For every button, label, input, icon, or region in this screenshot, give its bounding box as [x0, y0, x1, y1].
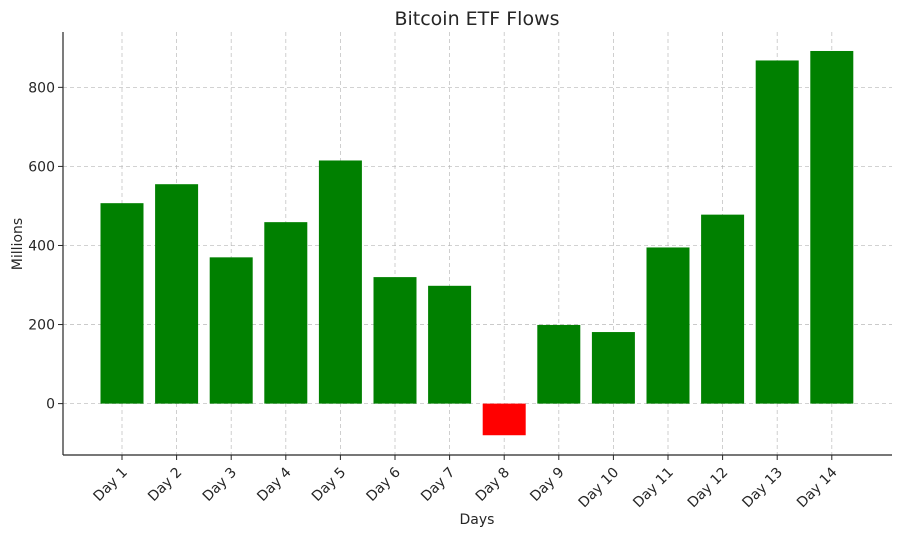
- bar: [155, 184, 199, 404]
- x-axis-label: Days: [460, 512, 495, 528]
- bar: [591, 332, 635, 404]
- bar: [482, 403, 526, 436]
- y-tick-label: 600: [28, 159, 55, 175]
- x-tick-label: Day 9: [527, 465, 567, 505]
- x-tick-label: Day 2: [145, 465, 185, 505]
- y-axis-ticks: 0 200 400 600 800: [28, 80, 63, 413]
- y-tick-label: 400: [28, 238, 55, 254]
- bar: [209, 257, 253, 404]
- bars: [100, 50, 854, 436]
- bar: [373, 277, 417, 404]
- y-axis-label: Millions: [10, 218, 26, 270]
- bar: [537, 324, 581, 404]
- x-tick-label: Day 10: [576, 465, 623, 512]
- x-axis-ticks: Day 1 Day 2 Day 3 Day 4 Day 5 Day 6 Day 7 Day 8…: [91, 455, 841, 511]
- y-tick-label: 200: [28, 318, 55, 334]
- x-tick-label: Day 4: [254, 464, 294, 504]
- x-tick-label: Day 3: [200, 465, 240, 505]
- bar: [646, 247, 690, 404]
- x-tick-label: Day 6: [364, 464, 404, 504]
- x-tick-label: Day 1: [91, 465, 131, 505]
- bar: [100, 203, 144, 404]
- y-tick-label: 800: [28, 80, 55, 96]
- x-tick-label: Day 11: [630, 465, 677, 512]
- x-tick-label: Day 5: [309, 465, 349, 505]
- x-tick-label: Day 13: [739, 465, 786, 512]
- chart-title: Bitcoin ETF Flows: [394, 8, 559, 30]
- x-tick-label: Day 14: [794, 464, 841, 511]
- bar: [318, 160, 362, 404]
- bar: [264, 222, 308, 404]
- x-tick-label: Day 7: [418, 465, 458, 505]
- bar: [810, 50, 854, 404]
- axes: [62, 32, 892, 456]
- y-tick-label: 0: [46, 397, 55, 413]
- x-tick-label: Day 8: [473, 465, 513, 505]
- bar: [755, 60, 799, 404]
- x-tick-label: Day 12: [685, 465, 732, 512]
- bar: [428, 285, 472, 404]
- bar: [701, 214, 745, 404]
